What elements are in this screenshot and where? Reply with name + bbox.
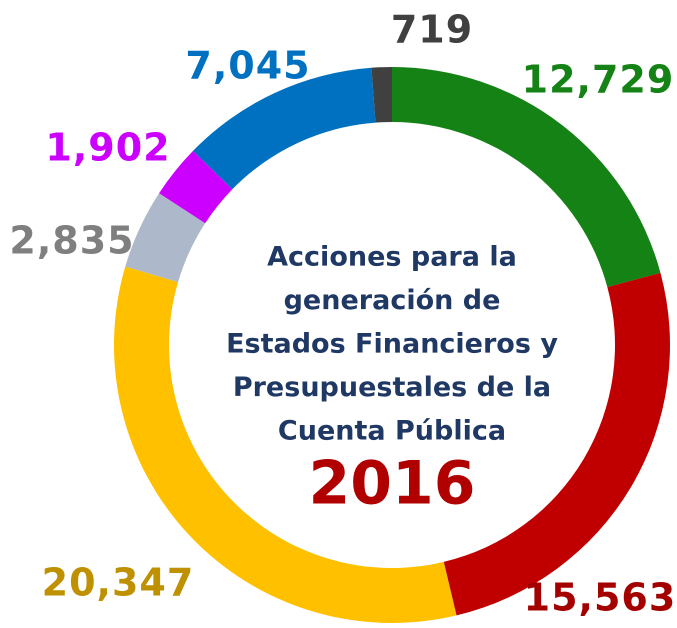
data-label: 719 <box>391 8 473 52</box>
donut-segment <box>125 193 206 283</box>
center-year: 2016 <box>309 449 476 519</box>
center-title-line: Estados Financieros y <box>226 329 558 360</box>
data-label: 1,902 <box>45 126 170 170</box>
data-label: 2,835 <box>9 219 134 263</box>
donut-segment <box>392 67 661 288</box>
center-title-line: Presupuestales de la <box>233 372 551 403</box>
data-label: 20,347 <box>42 561 195 605</box>
data-label: 7,045 <box>185 44 310 88</box>
donut-segment <box>159 150 233 224</box>
donut-segment <box>113 266 457 623</box>
data-label: 12,729 <box>522 58 675 102</box>
donut-segment <box>443 272 670 616</box>
donut-segment <box>192 67 376 190</box>
center-title-line: Acciones para la <box>267 242 517 273</box>
center-title-line: Cuenta Pública <box>278 416 506 447</box>
donut-segment <box>371 67 392 123</box>
data-label: 15,563 <box>524 576 677 620</box>
center-title-line: generación de <box>284 285 501 316</box>
